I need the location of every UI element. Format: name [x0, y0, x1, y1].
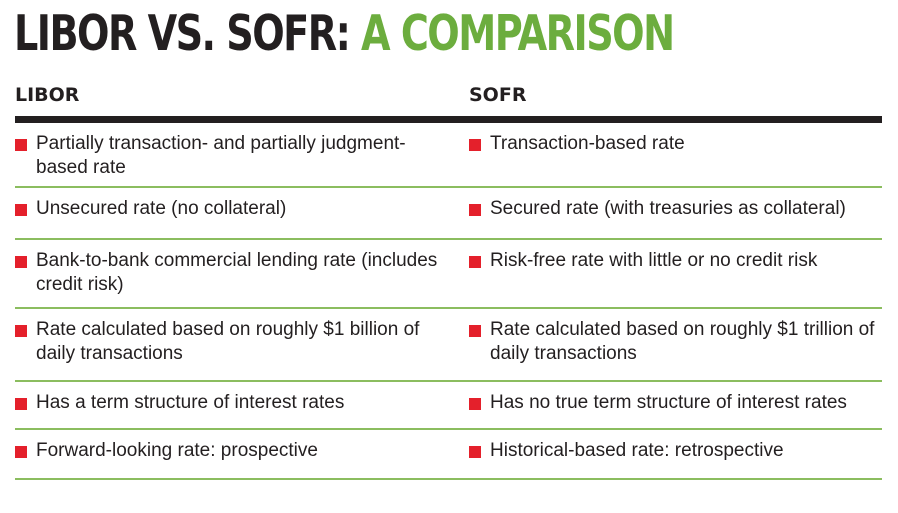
sofr-cell-text: Secured rate (with treasuries as collate… [490, 198, 846, 219]
libor-cell: Has a term structure of interest rates [15, 391, 445, 415]
table-row: Bank-to-bank commercial lending rate (in… [15, 240, 882, 309]
sofr-cell: Historical-based rate: retrospective [469, 439, 882, 463]
comparison-table: Partially transaction- and partially jud… [15, 123, 882, 480]
sofr-cell: Has no true term structure of interest r… [469, 391, 882, 415]
sofr-cell: Risk-free rate with little or no credit … [469, 249, 882, 273]
libor-cell: Rate calculated based on roughly $1 bill… [15, 318, 445, 366]
sofr-cell-text: Risk-free rate with little or no credit … [490, 250, 818, 271]
red-square-bullet-icon [469, 446, 481, 458]
red-square-bullet-icon [469, 256, 481, 268]
libor-cell: Partially transaction- and partially jud… [15, 132, 445, 180]
sofr-cell-text: Transaction-based rate [490, 133, 685, 154]
libor-cell: Bank-to-bank commercial lending rate (in… [15, 249, 445, 297]
red-square-bullet-icon [469, 139, 481, 151]
table-row: Rate calculated based on roughly $1 bill… [15, 309, 882, 382]
libor-cell: Unsecured rate (no collateral) [15, 197, 445, 221]
libor-cell-text: Unsecured rate (no collateral) [36, 198, 287, 219]
sofr-cell: Transaction-based rate [469, 132, 882, 156]
red-square-bullet-icon [15, 204, 27, 216]
red-square-bullet-icon [15, 446, 27, 458]
sofr-cell-text: Has no true term structure of interest r… [490, 392, 847, 413]
sofr-cell: Rate calculated based on roughly $1 tril… [469, 318, 882, 366]
red-square-bullet-icon [469, 204, 481, 216]
red-square-bullet-icon [469, 398, 481, 410]
sofr-cell: Secured rate (with treasuries as collate… [469, 197, 882, 221]
libor-cell-text: Partially transaction- and partially jud… [36, 133, 406, 178]
column-header-sofr: SOFR [469, 84, 527, 106]
table-row: Forward-looking rate: prospective Histor… [15, 430, 882, 480]
header-divider [15, 116, 882, 123]
red-square-bullet-icon [15, 256, 27, 268]
libor-cell-text: Forward-looking rate: prospective [36, 440, 318, 461]
sofr-cell-text: Rate calculated based on roughly $1 tril… [490, 319, 875, 364]
red-square-bullet-icon [15, 139, 27, 151]
table-row: Unsecured rate (no collateral) Secured r… [15, 188, 882, 240]
column-header-libor: LIBOR [15, 84, 80, 106]
libor-cell: Forward-looking rate: prospective [15, 439, 445, 463]
title-libor-vs-sofr: LIBOR VS. SOFR: [14, 5, 362, 62]
table-row: Has a term structure of interest rates H… [15, 382, 882, 430]
title-a-comparison: A COMPARISON [361, 5, 675, 62]
libor-cell-text: Has a term structure of interest rates [36, 392, 345, 413]
libor-cell-text: Rate calculated based on roughly $1 bill… [36, 319, 420, 364]
sofr-cell-text: Historical-based rate: retrospective [490, 440, 784, 461]
page-title: LIBOR VS. SOFR: A COMPARISON [14, 4, 675, 64]
red-square-bullet-icon [15, 398, 27, 410]
table-row: Partially transaction- and partially jud… [15, 123, 882, 188]
red-square-bullet-icon [469, 325, 481, 337]
libor-cell-text: Bank-to-bank commercial lending rate (in… [36, 250, 438, 295]
red-square-bullet-icon [15, 325, 27, 337]
